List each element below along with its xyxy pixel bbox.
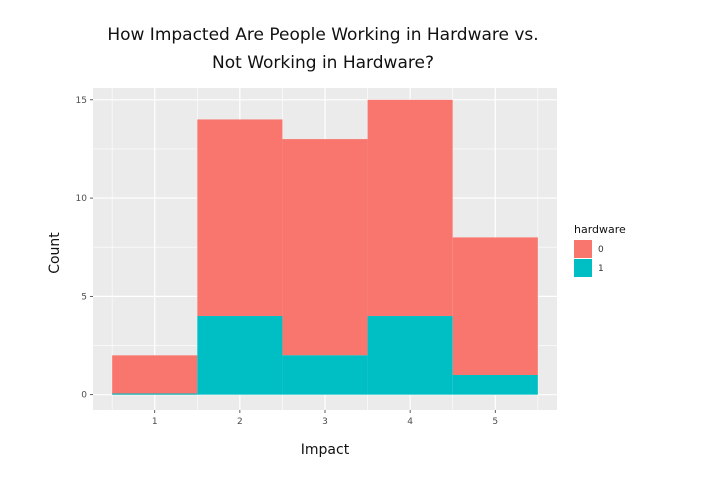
y-tick-label: 0 (81, 391, 87, 401)
bar-hardware-1-impact-3 (282, 355, 368, 395)
legend: hardware 0 1 (574, 223, 626, 277)
bar-hardware-0-impact-1 (112, 355, 198, 395)
y-tick-label: 10 (76, 194, 88, 204)
bar-hardware-1-impact-4 (367, 316, 453, 395)
legend-label-1: 1 (598, 264, 604, 274)
y-tick-label: 15 (76, 96, 87, 106)
legend-label-0: 0 (598, 245, 604, 255)
x-tick-label: 3 (322, 417, 328, 427)
chart-title-line-1: How Impacted Are People Working in Hardw… (107, 25, 538, 45)
bars (112, 99, 538, 395)
y-axis: 0 5 10 15 (76, 96, 93, 401)
x-axis: 1 2 3 4 5 (152, 410, 498, 427)
x-tick-label: 4 (407, 417, 413, 427)
legend-key-1 (574, 259, 592, 277)
bar-hardware-0-impact-2 (197, 119, 283, 317)
bar-hardware-0-impact-4 (367, 99, 453, 317)
bar-hardware-1-impact-1 (112, 393, 198, 395)
chart-title-line-2: Not Working in Hardware? (212, 53, 434, 73)
bar-hardware-0-impact-5 (452, 237, 538, 376)
y-axis-title: Count (47, 232, 63, 274)
x-tick-label: 5 (492, 417, 498, 427)
legend-title: hardware (574, 223, 626, 236)
x-tick-label: 2 (237, 417, 243, 427)
bar-hardware-0-impact-3 (282, 139, 368, 356)
bar-hardware-1-impact-5 (452, 375, 538, 395)
x-tick-label: 1 (152, 417, 158, 427)
bar-hardware-1-impact-2 (197, 316, 283, 395)
legend-key-0 (574, 240, 592, 258)
x-axis-title: Impact (301, 442, 350, 458)
y-tick-label: 5 (81, 292, 87, 302)
